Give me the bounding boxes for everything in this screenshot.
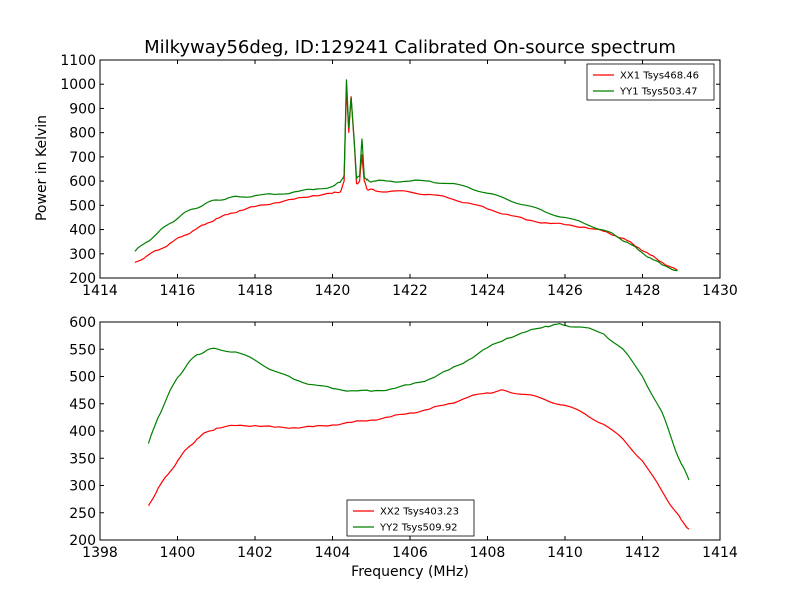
y-tick-label: 800 xyxy=(69,126,96,142)
x-tick-label: 1424 xyxy=(470,283,506,299)
bottom-x-axis-label: Frequency (MHz) xyxy=(351,564,469,580)
chart-title: Milkyway56deg, ID:129241 Calibrated On-s… xyxy=(144,37,676,58)
x-tick-label: 1398 xyxy=(82,545,118,561)
y-tick-label: 550 xyxy=(69,342,96,358)
y-tick-label: 1100 xyxy=(60,53,96,69)
x-tick-label: 1414 xyxy=(82,283,118,299)
x-tick-label: 1402 xyxy=(237,545,273,561)
legend: XX1 Tsys468.46 YY1 Tsys503.47 xyxy=(586,63,715,101)
y-tick-label: 900 xyxy=(69,101,96,117)
plot-panel-1: 1414 1416 1418 1420 1422 1424 1426 1428 1430 200 3… xyxy=(60,53,737,299)
y-tick-label: 1000 xyxy=(60,77,96,93)
y-tick-label: 350 xyxy=(69,451,96,467)
legend: XX2 Tsys403.23 YY2 Tsys509.92 xyxy=(346,499,475,537)
y-tick-label: 300 xyxy=(69,479,96,495)
legend-box xyxy=(346,499,475,537)
y-tick-label: 400 xyxy=(69,424,96,440)
y-tick-label: 700 xyxy=(69,150,96,166)
y-tick-label: 600 xyxy=(69,315,96,331)
x-tick-label: 1412 xyxy=(625,545,661,561)
y-tick-label: 450 xyxy=(69,397,96,413)
y-tick-label: 600 xyxy=(69,174,96,190)
y-tick-label: 500 xyxy=(69,370,96,386)
series-line-xx1 xyxy=(134,86,678,271)
plot-panels: 1414 1416 1418 1420 1422 1424 1426 1428 1430 200 3… xyxy=(60,53,738,561)
y-tick-label: 300 xyxy=(69,247,96,263)
x-tick-label: 1430 xyxy=(702,283,738,299)
legend-label: XX2 Tsys403.23 xyxy=(380,507,459,518)
x-tick-label: 1422 xyxy=(392,283,428,299)
top-y-axis-label: Power in Kelvin xyxy=(34,115,50,221)
legend-label: YY2 Tsys509.92 xyxy=(379,523,458,534)
x-tick-label: 1418 xyxy=(237,283,273,299)
x-tick-label: 1426 xyxy=(547,283,583,299)
x-tick-label: 1416 xyxy=(160,283,196,299)
series-line-xx2 xyxy=(147,389,690,530)
plot-panel-2: 1398 1400 1402 1404 1406 1408 1410 1412 1414 200 2… xyxy=(69,315,738,561)
x-tick-label: 1410 xyxy=(547,545,583,561)
x-tick-label: 1404 xyxy=(315,545,351,561)
series-line-yy1 xyxy=(134,79,678,272)
y-tick-label: 200 xyxy=(69,271,96,287)
x-tick-label: 1420 xyxy=(315,283,351,299)
legend-label: XX1 Tsys468.46 xyxy=(620,71,699,82)
x-tick-label: 1406 xyxy=(392,545,428,561)
legend-box xyxy=(586,63,715,101)
x-tick-label: 1400 xyxy=(160,545,196,561)
y-tick-label: 400 xyxy=(69,223,96,239)
series-line-yy2 xyxy=(147,322,690,481)
y-tick-label: 250 xyxy=(69,506,96,522)
legend-label: YY1 Tsys503.47 xyxy=(619,87,698,98)
y-tick-label: 500 xyxy=(69,198,96,214)
x-tick-label: 1428 xyxy=(625,283,661,299)
x-tick-label: 1408 xyxy=(470,545,506,561)
y-tick-label: 200 xyxy=(69,533,96,549)
x-tick-label: 1414 xyxy=(702,545,738,561)
